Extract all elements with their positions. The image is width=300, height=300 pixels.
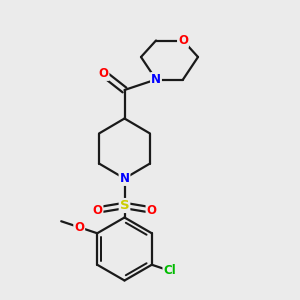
Text: S: S [120, 199, 129, 212]
Text: O: O [146, 203, 157, 217]
Text: O: O [98, 67, 109, 80]
Text: Cl: Cl [164, 264, 176, 277]
Text: N: N [119, 172, 130, 185]
Text: N: N [151, 73, 161, 86]
Text: O: O [92, 203, 103, 217]
Text: O: O [74, 221, 84, 234]
Text: O: O [178, 34, 188, 47]
